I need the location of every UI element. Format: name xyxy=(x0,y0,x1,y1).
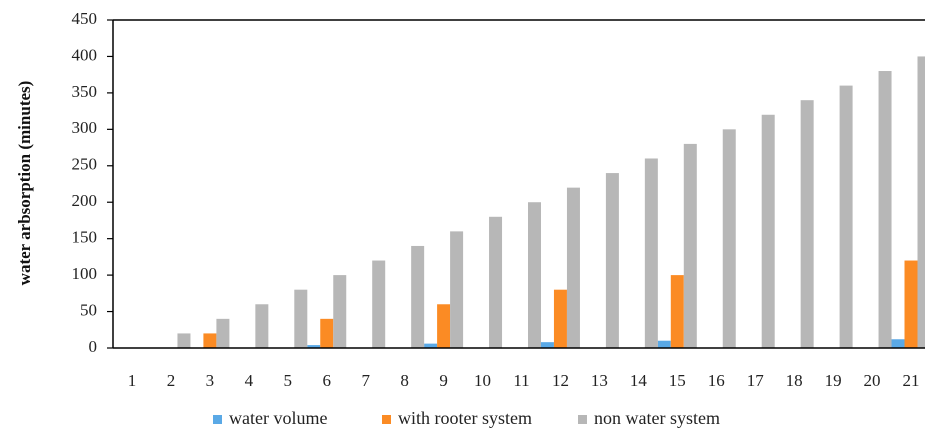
x-tick-label: 2 xyxy=(167,371,176,390)
bar-non-water-system-2 xyxy=(177,333,191,348)
x-tick-label: 3 xyxy=(206,371,215,390)
bar-non-water-system-20 xyxy=(878,71,892,349)
bar-non-water-system-8 xyxy=(411,245,425,348)
bar-non-water-system-14 xyxy=(644,158,658,348)
x-tick-label: 21 xyxy=(903,371,920,390)
bar-non-water-system-11 xyxy=(528,202,541,348)
legend-item-non-water-system: non water system xyxy=(578,408,720,428)
x-tick-label: 14 xyxy=(630,371,648,390)
x-tick-label: 19 xyxy=(825,371,842,390)
bar-non-water-system-13 xyxy=(605,173,619,348)
x-tick-label: 5 xyxy=(284,371,293,390)
legend-swatch xyxy=(382,415,391,424)
bar-non-water-system-18 xyxy=(800,100,814,348)
y-tick-label: 0 xyxy=(89,337,98,356)
bar-water-volume-6 xyxy=(307,345,321,348)
x-tick-label: 4 xyxy=(245,371,254,390)
bar-water-volume-9 xyxy=(424,343,438,348)
x-tick-label: 8 xyxy=(400,371,409,390)
x-tick-label: 16 xyxy=(708,371,725,390)
bar-non-water-system-19 xyxy=(839,85,853,348)
x-tick-label: 11 xyxy=(513,371,529,390)
bar-water-volume-15 xyxy=(657,340,671,348)
y-tick-label: 200 xyxy=(72,191,98,210)
legend-item-with-rooter-system: with rooter system xyxy=(382,408,532,428)
legend-item-water-volume: water volume xyxy=(213,408,327,428)
bar-non-water-system-15 xyxy=(683,143,697,348)
y-tick-label: 250 xyxy=(72,155,98,174)
bar-non-water-system-12 xyxy=(566,187,580,348)
bar-with-rooter-system-9 xyxy=(437,304,451,348)
bar-with-rooter-system-3 xyxy=(203,333,217,348)
bar-non-water-system-3 xyxy=(216,318,230,348)
y-axis: 0 50 100 150 200 250 300 350 400 450 xyxy=(72,9,925,356)
y-tick-label: 50 xyxy=(80,300,97,319)
bar-non-water-system-21 xyxy=(917,56,925,348)
bar-non-water-system-6 xyxy=(333,275,347,348)
bar-non-water-system-9 xyxy=(450,231,464,348)
y-tick-label: 400 xyxy=(72,45,98,64)
y-tick-label: 300 xyxy=(72,118,98,137)
legend-label: with rooter system xyxy=(398,408,532,428)
x-tick-label: 7 xyxy=(361,371,370,390)
x-tick-label: 18 xyxy=(786,371,803,390)
bar-water-volume-21 xyxy=(891,339,905,348)
x-tick-label: 20 xyxy=(864,371,881,390)
y-tick-label: 100 xyxy=(72,264,98,283)
x-tick-label: 17 xyxy=(747,371,765,390)
bar-non-water-system-17 xyxy=(761,114,775,348)
x-tick-label: 6 xyxy=(323,371,332,390)
bar-with-rooter-system-12 xyxy=(553,289,567,348)
x-tick-label: 13 xyxy=(591,371,608,390)
legend-swatch xyxy=(213,415,222,424)
legend: water volume with rooter system non water … xyxy=(213,408,720,428)
x-tick-label: 9 xyxy=(439,371,448,390)
bar-with-rooter-system-6 xyxy=(320,318,334,348)
bar-water-volume-12 xyxy=(540,342,554,348)
plot-area xyxy=(177,56,925,349)
x-axis: 1 2 3 4 5 6 7 8 9 10 11 12 13 14 15 16 17 18 19 20 21 xyxy=(113,347,925,390)
y-axis-label: water arbsorption (minutes) xyxy=(15,81,34,286)
x-tick-label: 1 xyxy=(128,371,137,390)
bar-non-water-system-4 xyxy=(255,304,269,348)
bar-non-water-system-7 xyxy=(372,260,386,348)
bar-non-water-system-5 xyxy=(294,289,308,348)
x-tick-label: 10 xyxy=(474,371,491,390)
bar-non-water-system-10 xyxy=(489,216,503,348)
x-tick-label: 12 xyxy=(552,371,569,390)
y-tick-label: 350 xyxy=(72,82,98,101)
bar-with-rooter-system-15 xyxy=(670,275,684,348)
legend-label: non water system xyxy=(594,408,720,428)
x-tick-label: 15 xyxy=(669,371,686,390)
bar-non-water-system-16 xyxy=(722,129,736,348)
legend-swatch xyxy=(578,415,587,424)
y-tick-label: 450 xyxy=(72,9,98,28)
legend-label: water volume xyxy=(229,408,327,428)
y-tick-label: 150 xyxy=(72,228,98,247)
bar-with-rooter-system-21 xyxy=(904,260,918,348)
